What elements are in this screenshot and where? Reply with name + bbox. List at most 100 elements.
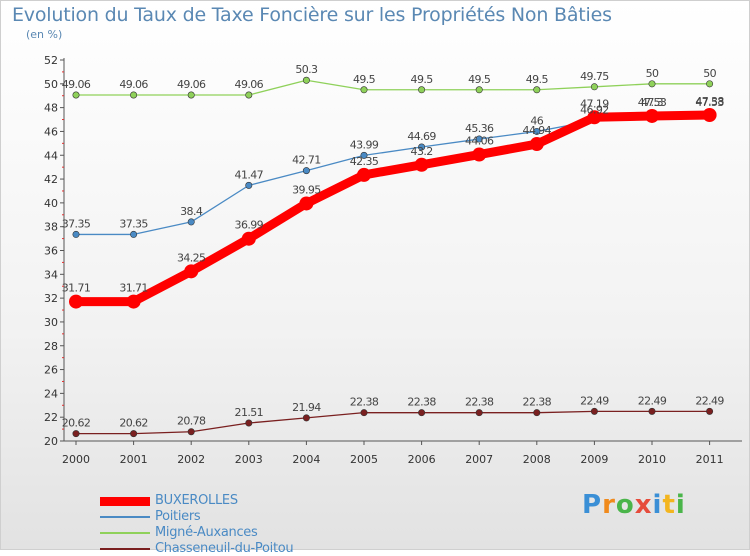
data-point-0-2	[184, 264, 199, 279]
data-point-2-8	[533, 86, 541, 94]
data-label-2-1: 49.06	[119, 78, 148, 91]
data-point-0-0	[69, 294, 83, 309]
data-label-1-2: 38.4	[180, 205, 203, 218]
y-tick-label: 22	[44, 411, 58, 424]
data-label-2-8: 49.5	[526, 73, 549, 86]
y-tick-label: 38	[44, 221, 58, 234]
data-point-0-9	[587, 110, 602, 125]
data-point-2-11	[706, 80, 714, 88]
y-tick-label: 20	[44, 435, 58, 448]
data-label-0-8: 44.94	[523, 124, 552, 137]
x-tick-label: 2004	[292, 453, 320, 466]
logo-letter: t	[662, 490, 676, 520]
data-point-1-0	[72, 230, 80, 238]
legend-label: Migné-Auxances	[155, 525, 258, 540]
legend-label: Poitiers	[155, 509, 201, 524]
data-point-3-8	[533, 409, 541, 417]
data-point-3-2	[187, 428, 195, 436]
y-tick-label: 42	[44, 173, 58, 186]
y-tick-label: 50	[44, 78, 58, 91]
data-point-2-9	[590, 83, 598, 91]
data-label-2-5: 49.5	[353, 73, 376, 86]
data-label-3-7: 22.38	[465, 396, 494, 409]
data-point-0-7	[472, 147, 487, 162]
data-label-0-5: 42.35	[350, 155, 379, 168]
data-label-3-10: 22.49	[638, 394, 667, 407]
data-point-2-6	[418, 86, 426, 94]
legend-swatch	[100, 532, 150, 534]
series-line-2	[75, 79, 711, 96]
data-point-1-8	[533, 127, 541, 135]
data-point-0-11	[702, 108, 717, 123]
data-label-0-9: 47.19	[580, 97, 609, 110]
data-point-0-6	[414, 157, 429, 172]
data-label-1-10: 47.53	[638, 96, 667, 109]
data-point-3-3	[245, 419, 253, 427]
data-label-0-4: 39.95	[292, 183, 321, 196]
x-tick-label: 2002	[177, 453, 205, 466]
x-tick-label: 2006	[408, 453, 436, 466]
data-label-3-2: 20.78	[177, 415, 206, 428]
y-tick-label: 24	[44, 387, 58, 400]
data-label-1-1: 37.35	[119, 217, 148, 230]
y-tick-label: 26	[44, 364, 58, 377]
data-point-3-10	[648, 407, 656, 415]
legend-label: Chasseneuil-du-Poitou	[155, 541, 294, 556]
data-label-2-3: 49.06	[235, 78, 264, 91]
legend-swatch	[100, 496, 150, 506]
data-point-0-5	[357, 167, 371, 182]
data-point-3-0	[72, 430, 80, 438]
data-point-1-2	[187, 218, 195, 226]
data-point-1-5	[360, 151, 368, 159]
x-tick-label: 2011	[696, 453, 724, 466]
data-label-3-6: 22.38	[407, 396, 436, 409]
data-label-2-11: 50	[703, 67, 716, 80]
y-tick-label: 40	[44, 197, 58, 210]
y-tick-label: 48	[44, 102, 58, 115]
data-point-1-1	[130, 230, 138, 238]
data-point-3-7	[475, 409, 483, 417]
data-point-2-5	[360, 86, 368, 94]
data-point-1-6	[418, 143, 426, 151]
series-line-0	[71, 110, 715, 307]
data-label-1-0: 37.35	[62, 217, 91, 230]
data-label-3-9: 22.49	[580, 394, 609, 407]
data-point-0-3	[241, 231, 256, 246]
data-point-2-0	[72, 91, 80, 99]
x-tick-label: 2001	[120, 453, 148, 466]
legend-swatch	[100, 548, 150, 550]
data-label-0-11: 47.38	[695, 95, 724, 108]
data-point-3-11	[706, 407, 714, 415]
data-label-2-2: 49.06	[177, 78, 206, 91]
y-tick-label: 32	[44, 292, 58, 305]
x-tick-label: 2000	[62, 453, 90, 466]
data-point-0-8	[529, 137, 544, 152]
data-point-3-6	[418, 409, 426, 417]
logo-letter: i	[652, 490, 663, 520]
data-label-0-1: 31.71	[119, 282, 148, 295]
data-label-3-0: 20.62	[62, 417, 91, 430]
data-label-3-11: 22.49	[695, 394, 724, 407]
data-label-0-0: 31.71	[62, 282, 91, 295]
data-label-1-11: 47.53	[695, 96, 724, 109]
y-tick-label: 44	[44, 149, 58, 162]
data-label-1-6: 44.69	[407, 130, 436, 143]
data-point-3-9	[590, 407, 598, 415]
data-point-1-4	[302, 167, 310, 175]
data-label-0-10: 47.3	[641, 96, 664, 109]
series-line-3	[75, 410, 711, 435]
data-point-1-7	[475, 135, 483, 143]
data-label-0-7: 44.06	[465, 135, 494, 148]
data-label-1-9: 46.92	[580, 103, 609, 116]
x-tick-label: 2005	[350, 453, 378, 466]
data-label-2-7: 49.5	[468, 73, 491, 86]
data-label-2-6: 49.5	[411, 73, 434, 86]
y-tick-label: 28	[44, 340, 58, 353]
data-point-2-7	[475, 86, 483, 94]
chart-title: Evolution du Taux de Taxe Foncière sur l…	[12, 4, 612, 26]
x-tick-label: 2007	[465, 453, 493, 466]
data-point-2-2	[187, 91, 195, 99]
data-label-2-10: 50	[646, 67, 659, 80]
